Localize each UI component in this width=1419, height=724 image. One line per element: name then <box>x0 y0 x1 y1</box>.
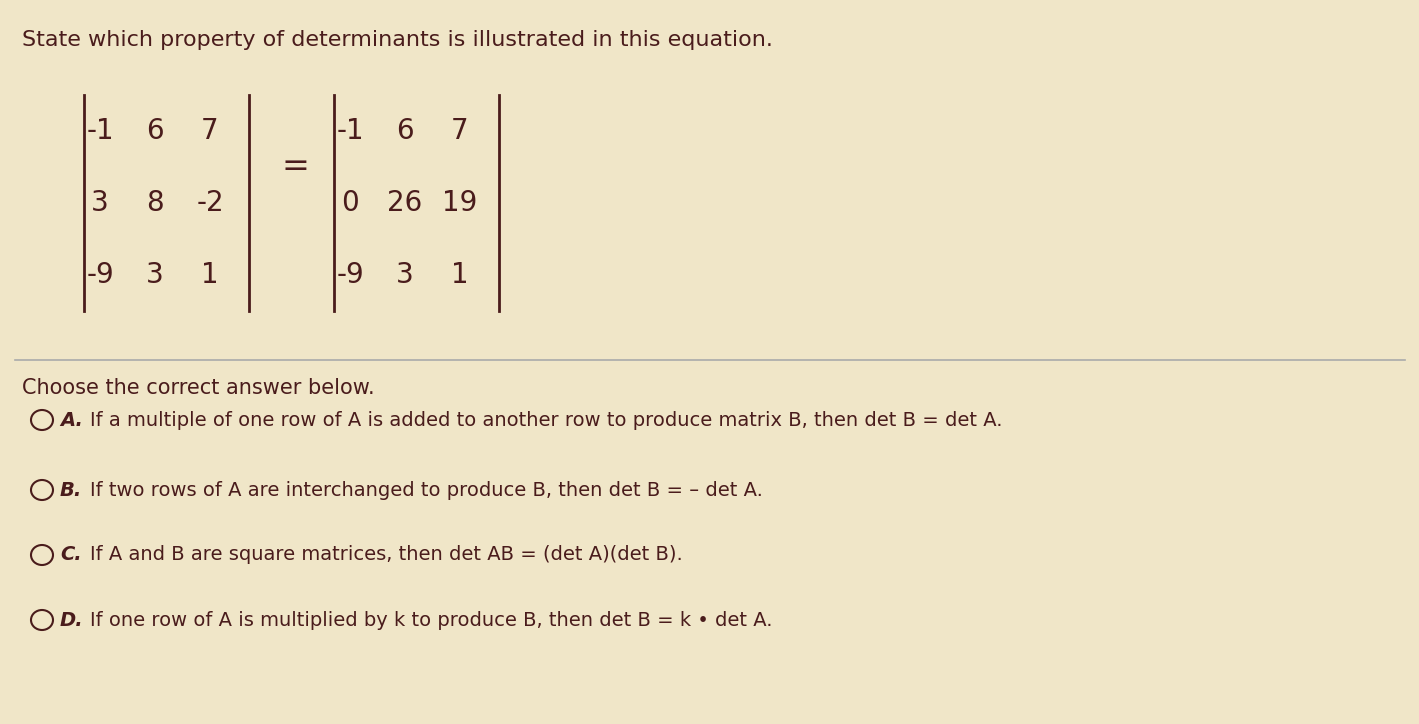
Text: -2: -2 <box>196 189 224 217</box>
Text: 8: 8 <box>146 189 163 217</box>
Text: If two rows of A are interchanged to produce B, then det B = – det A.: If two rows of A are interchanged to pro… <box>89 481 763 500</box>
Text: -1: -1 <box>87 117 114 145</box>
Text: =: = <box>281 151 309 183</box>
Text: If A and B are square matrices, then det AB = (det A)(det B).: If A and B are square matrices, then det… <box>89 545 683 565</box>
Text: C.: C. <box>60 545 82 565</box>
Text: 3: 3 <box>146 261 163 289</box>
Text: 7: 7 <box>201 117 219 145</box>
Text: If one row of A is multiplied by k to produce B, then det B = k • det A.: If one row of A is multiplied by k to pr… <box>89 610 772 629</box>
Text: 3: 3 <box>396 261 414 289</box>
Text: 1: 1 <box>451 261 468 289</box>
Text: If a multiple of one row of A is added to another row to produce matrix B, then : If a multiple of one row of A is added t… <box>89 411 1002 429</box>
Text: 1: 1 <box>201 261 219 289</box>
Text: B.: B. <box>60 481 82 500</box>
Text: A.: A. <box>60 411 82 429</box>
Text: State which property of determinants is illustrated in this equation.: State which property of determinants is … <box>23 30 773 50</box>
Text: -9: -9 <box>336 261 363 289</box>
Text: -9: -9 <box>87 261 114 289</box>
Text: 26: 26 <box>387 189 423 217</box>
Text: Choose the correct answer below.: Choose the correct answer below. <box>23 378 375 398</box>
Text: D.: D. <box>60 610 84 629</box>
Text: -1: -1 <box>336 117 363 145</box>
Text: 3: 3 <box>91 189 109 217</box>
Text: 19: 19 <box>443 189 478 217</box>
Text: 6: 6 <box>396 117 414 145</box>
Text: 0: 0 <box>341 189 359 217</box>
Text: 7: 7 <box>451 117 468 145</box>
Text: 6: 6 <box>146 117 163 145</box>
